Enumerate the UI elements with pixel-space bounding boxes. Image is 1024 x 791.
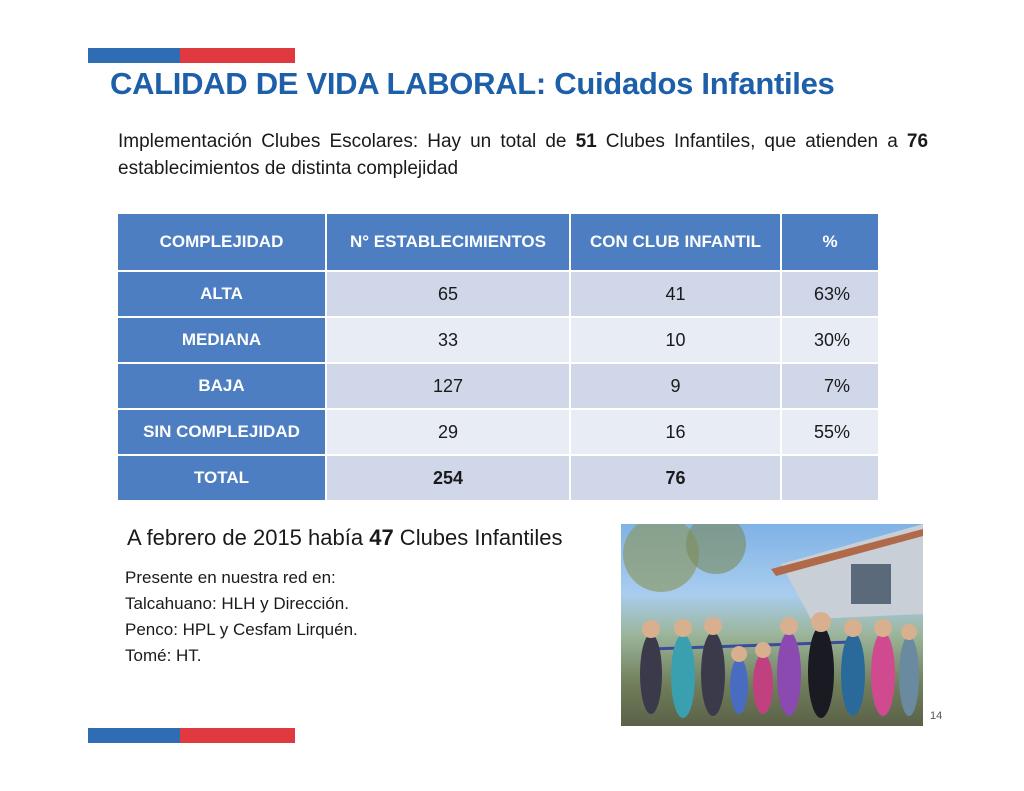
- brand-stripe-red-bottom: [180, 728, 295, 743]
- slide-title: CALIDAD DE VIDA LABORAL: Cuidados Infant…: [110, 66, 835, 101]
- total-con-club: 76: [571, 456, 780, 500]
- brand-stripe-blue-bottom: [88, 728, 180, 743]
- intro-text-1: Implementación Clubes Escolares: Hay un …: [118, 131, 576, 152]
- cell-percent: 7%: [782, 364, 878, 408]
- subhead-count: 47: [369, 525, 394, 550]
- cell-percent: 55%: [782, 410, 878, 454]
- brand-stripe-blue-top: [88, 48, 180, 63]
- table-row: MEDIANA 33 10 30%: [118, 318, 878, 362]
- brand-stripe-red-top: [180, 48, 295, 63]
- subhead-text-2: Clubes Infantiles: [393, 525, 563, 550]
- table-total-row: TOTAL 254 76: [118, 456, 878, 500]
- table-row: ALTA 65 41 63%: [118, 272, 878, 316]
- cell-establecimientos: 65: [327, 272, 569, 316]
- row-label: BAJA: [118, 364, 325, 408]
- total-label: TOTAL: [118, 456, 325, 500]
- table-header-row: COMPLEJIDAD N° ESTABLECIMIENTOS CON CLUB…: [118, 214, 878, 270]
- table-row: SIN COMPLEJIDAD 29 16 55%: [118, 410, 878, 454]
- total-percent: [782, 456, 878, 500]
- location-penco: Penco: HPL y Cesfam Lirquén.: [125, 620, 358, 639]
- intro-establishments-total: 76: [906, 131, 929, 152]
- cell-con-club: 9: [571, 364, 780, 408]
- intro-text-3: establecimientos de distinta complejidad: [118, 158, 459, 179]
- cell-establecimientos: 33: [327, 318, 569, 362]
- location-tome: Tomé: HT.: [125, 646, 202, 665]
- cell-con-club: 10: [571, 318, 780, 362]
- table-row: BAJA 127 9 7%: [118, 364, 878, 408]
- header-establecimientos: N° ESTABLECIMIENTOS: [327, 214, 569, 270]
- cell-percent: 63%: [782, 272, 878, 316]
- february-2015-subheading: A febrero de 2015 había 47 Clubes Infant…: [127, 525, 617, 551]
- subhead-text-1: A febrero de 2015 había: [127, 525, 370, 550]
- total-establecimientos: 254: [327, 456, 569, 500]
- intro-paragraph: Implementación Clubes Escolares: Hay un …: [118, 128, 928, 182]
- intro-clubs-total: 51: [575, 131, 597, 152]
- header-percent: %: [782, 214, 878, 270]
- row-label: MEDIANA: [118, 318, 325, 362]
- complexity-table: COMPLEJIDAD N° ESTABLECIMIENTOS CON CLUB…: [116, 212, 880, 502]
- photo-illustration: [623, 524, 923, 718]
- header-con-club: CON CLUB INFANTIL: [571, 214, 780, 270]
- cell-con-club: 41: [571, 272, 780, 316]
- cell-establecimientos: 127: [327, 364, 569, 408]
- row-label: ALTA: [118, 272, 325, 316]
- location-talcahuano: Talcahuano: HLH y Dirección.: [125, 594, 349, 613]
- cell-establecimientos: 29: [327, 410, 569, 454]
- club-inauguration-photo: [621, 524, 923, 726]
- row-label: SIN COMPLEJIDAD: [118, 410, 325, 454]
- locations-list: Presente en nuestra red en: Talcahuano: …: [125, 565, 605, 669]
- cell-percent: 30%: [782, 318, 878, 362]
- page-number: 14: [930, 710, 943, 722]
- header-complejidad: COMPLEJIDAD: [118, 214, 325, 270]
- cell-con-club: 16: [571, 410, 780, 454]
- intro-text-2: Clubes Infantiles, que atienden a: [596, 131, 907, 152]
- locations-intro: Presente en nuestra red en:: [125, 568, 336, 587]
